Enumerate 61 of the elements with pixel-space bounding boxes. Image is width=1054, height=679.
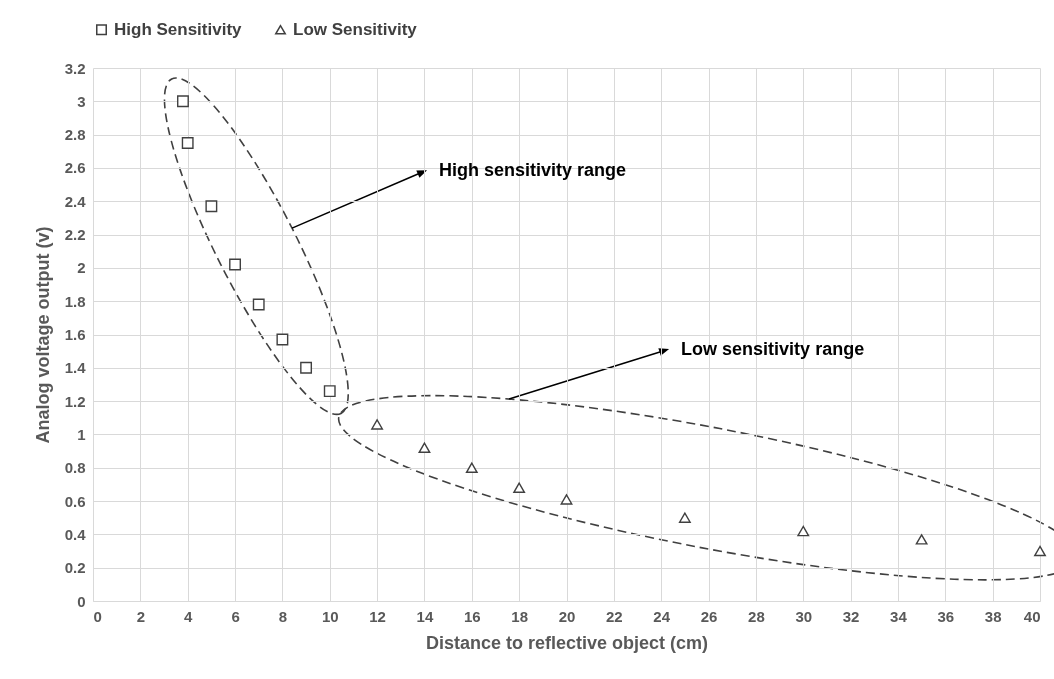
y-tick-label: 3 [77,92,86,110]
y-tick-label: 0.2 [64,559,86,577]
legend-label: High Sensitivity [114,19,243,39]
point [1034,545,1046,557]
annotation: Low sensitivity range [681,339,865,360]
y-tick-label: 2.8 [64,126,86,144]
x-tick-label: 32 [842,607,860,625]
point [465,462,478,473]
x-tick-label: 14 [416,607,434,625]
y-tick-label: 2.2 [64,226,86,244]
point [229,258,241,271]
y-tick-label: 1.6 [64,326,86,343]
point [418,442,431,453]
y-tick-label: 1.8 [64,292,86,310]
y-tick-label: 0.8 [64,459,86,477]
y-tick-label: 2.4 [64,192,87,210]
point [205,200,218,213]
point [181,137,194,149]
point [513,482,526,493]
x-tick-label: 20 [558,607,576,625]
y-tick-label: 1.2 [64,392,86,410]
x-tick-label: 26 [700,607,718,625]
y-tick-label: 1.4 [64,359,87,377]
x-tick-label: 4 [184,607,194,625]
x-tick-label: 6 [231,607,240,625]
point [276,333,289,346]
point [300,361,313,374]
y-tick-label: 3.2 [64,59,86,77]
y-tick-label: 1 [77,425,86,443]
x-tick-label: 30 [795,607,813,625]
point [915,534,928,545]
y-tick-label: 2 [77,259,86,277]
x-axis-title: Distance to reflective object (cm) [425,632,709,653]
x-tick-label: 2 [136,607,146,625]
point [797,525,810,537]
point [371,419,384,430]
x-tick-label: 24 [653,607,671,625]
y-tick-label: 0.4 [64,525,87,543]
y-tick-label: 2.6 [64,159,86,177]
point [177,95,189,108]
point [678,512,691,523]
x-tick-label: 8 [278,607,288,625]
x-tick-label: 38 [984,607,1002,625]
x-tick-label: 28 [748,607,765,625]
x-tick-label: 10 [321,607,339,625]
x-tick-label: 0 [93,607,102,625]
y-tick-label: 0.6 [64,492,86,510]
x-tick-label: 16 [463,607,481,625]
annotation: High sensitivity range [439,160,627,181]
y-axis-title: Analog voltage output (v) [32,226,53,444]
x-tick-label: 22 [606,607,623,625]
point [323,385,336,398]
x-tick-label: 36 [937,607,955,625]
x-tick-label: 40 [1023,607,1041,625]
x-tick-label: 34 [890,607,908,625]
legend-label: Low Sensitivity [293,19,418,39]
x-tick-label: 18 [511,607,528,625]
y-tick-label: 0 [77,592,86,610]
x-tick-label: 12 [369,607,386,625]
point [252,298,265,311]
point [560,494,573,505]
